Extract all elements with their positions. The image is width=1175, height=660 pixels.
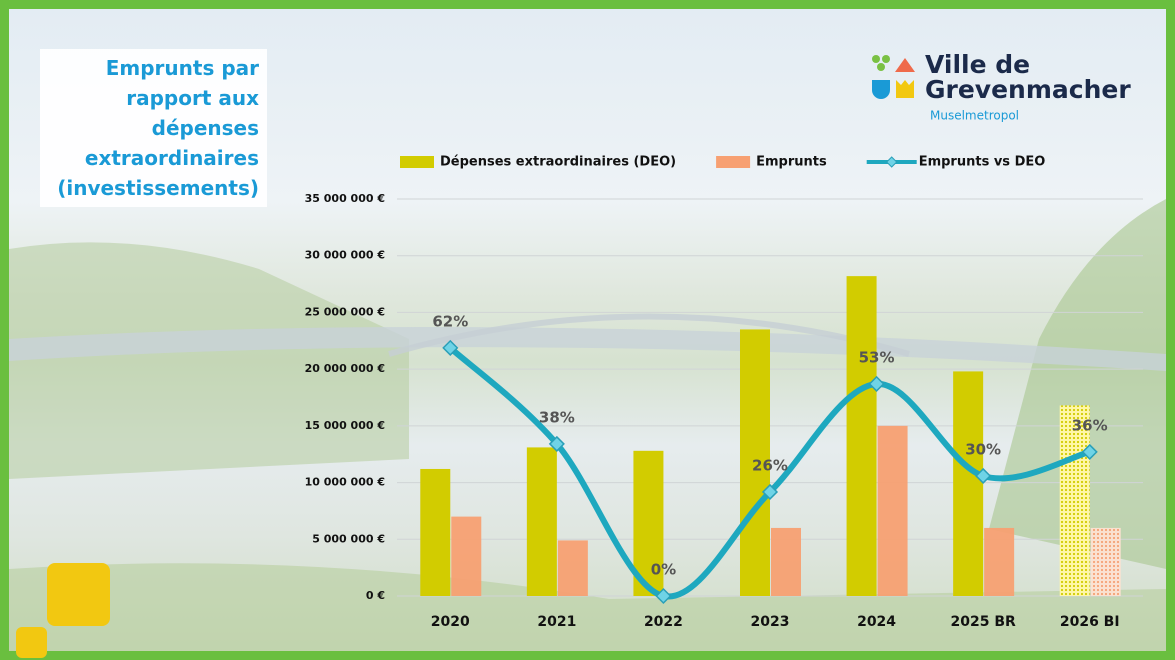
bar (1090, 527, 1121, 596)
bar (526, 447, 557, 596)
logo-text: Grevenmacher (925, 75, 1131, 104)
legend-swatch (716, 156, 751, 168)
line-marker (442, 339, 459, 356)
x-tick-label: 2023 (751, 614, 790, 630)
decor-square (16, 627, 47, 658)
line-marker (655, 587, 672, 605)
bar (846, 276, 877, 596)
y-tick-label: 30 000 000 € (305, 249, 385, 262)
bar (557, 540, 588, 596)
line-marker (1081, 443, 1098, 460)
bar (633, 450, 664, 596)
x-tick-label: 2021 (537, 614, 576, 630)
x-tick-label: 2020 (431, 614, 470, 630)
bar (740, 329, 770, 596)
bar (984, 527, 1015, 596)
logo-tagline: Muselmetropol (930, 109, 1019, 123)
data-label: 30% (965, 440, 1001, 458)
y-tick-label: 5 000 000 € (312, 532, 385, 545)
legend-label: Emprunts vs DEO (919, 155, 1046, 170)
x-tick-label: 2026 BI (1060, 614, 1120, 630)
y-tick-label: 0 € (366, 589, 385, 602)
bar (420, 468, 451, 596)
bar (451, 516, 482, 596)
bar (771, 527, 801, 596)
legend-label: Dépenses extraordinaires (DEO) (440, 155, 676, 170)
bar (953, 371, 984, 596)
bar (877, 425, 908, 596)
line-marker (548, 435, 565, 452)
legend-swatch (400, 156, 434, 168)
y-tick-label: 10 000 000 € (305, 476, 385, 489)
data-label: 53% (859, 348, 895, 366)
legend-swatch (885, 156, 898, 168)
data-label: 36% (1072, 416, 1108, 434)
logo: Ville de Grevenmacher Muselmetropol (872, 50, 1131, 123)
data-label: 38% (539, 408, 575, 426)
chart-title: Emprunts par rapport aux dépenses extrao… (40, 49, 267, 207)
decor-square (47, 563, 110, 626)
data-label: 0% (651, 561, 676, 579)
data-label: 26% (752, 456, 788, 474)
x-tick-label: 2025 BR (950, 614, 1016, 630)
x-tick-label: 2022 (644, 614, 683, 630)
line-marker (868, 375, 885, 392)
line-marker (761, 483, 779, 501)
scenery (9, 199, 1166, 651)
logo-text: Ville de (925, 50, 1030, 79)
y-tick-label: 35 000 000 € (305, 192, 385, 205)
bar (1059, 405, 1090, 596)
line-marker (975, 467, 992, 485)
y-tick-label: 15 000 000 € (305, 419, 385, 432)
y-tick-label: 25 000 000 € (305, 305, 385, 318)
data-label: 62% (432, 312, 468, 330)
legend-label: Emprunts (756, 155, 827, 170)
y-tick-label: 20 000 000 € (305, 362, 385, 375)
x-tick-label: 2024 (857, 614, 896, 630)
